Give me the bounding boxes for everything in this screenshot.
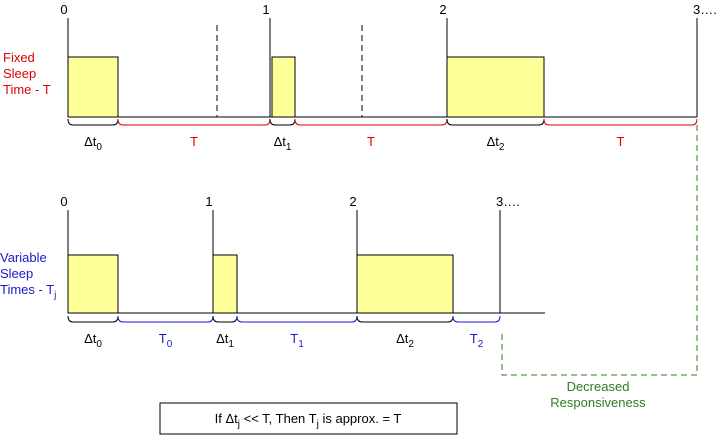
interval-bracket (67, 118, 119, 126)
label-sub: 2 (499, 142, 505, 153)
annotation: Decreased (567, 379, 630, 394)
label-text: T (159, 331, 167, 346)
label-sub: 1 (286, 142, 292, 153)
row-label: Fixed (3, 50, 35, 65)
footnote-group: If Δtj << T, Then Tj is approx. = T (159, 402, 458, 435)
interval-bracket (67, 315, 119, 323)
tick-label: 0 (60, 2, 67, 17)
tick-label: 2 (439, 2, 446, 17)
work-box (356, 254, 454, 314)
label-text: Δt (84, 134, 97, 149)
footnote: If Δtj << T, Then Tj is approx. = T (215, 411, 402, 430)
work-box (67, 254, 119, 314)
interval-bracket (452, 315, 501, 323)
footnote-part: j (237, 419, 240, 430)
responsiveness-bracket (501, 125, 698, 376)
footnote-part: j (316, 419, 319, 430)
interval-bracket (294, 118, 448, 126)
label: Δt1 (274, 134, 292, 153)
footnote-part: is approx. = T (319, 411, 402, 426)
label-sub: 0 (96, 142, 102, 153)
label-text: Δt (396, 331, 409, 346)
tick-label: 0 (60, 194, 67, 209)
row-label: Time - T (3, 82, 51, 97)
interval-bracket (356, 315, 454, 323)
label-sub: 0 (167, 339, 173, 350)
label-sub: 2 (408, 339, 414, 350)
footnote-part: << T, Then T (240, 411, 317, 426)
footnote-part: If Δt (215, 411, 239, 426)
label: T (190, 134, 198, 149)
label: Δt2 (487, 134, 505, 153)
label-text: Sleep (0, 266, 33, 281)
label-sub: 2 (478, 339, 484, 350)
label-sub: 1 (228, 339, 234, 350)
footnote-box (159, 402, 458, 435)
label: Times - Tj (0, 282, 56, 301)
tick-label: 3…. (496, 194, 520, 209)
label-text: T (290, 331, 298, 346)
tick-label: 1 (262, 2, 269, 17)
label: T (617, 134, 625, 149)
label-text: Δt (216, 331, 229, 346)
label-text: T (190, 134, 198, 149)
label: T0 (159, 331, 173, 350)
label-text: Times - T (0, 282, 54, 297)
label-text: Δt (84, 331, 97, 346)
label: Δt2 (396, 331, 414, 350)
work-box (271, 56, 296, 118)
work-box (446, 56, 545, 118)
label-text: T (367, 134, 375, 149)
interval-bracket (117, 315, 214, 323)
interval-bracket (269, 118, 296, 126)
label-text: Variable (0, 250, 47, 265)
label-sub: 1 (298, 339, 304, 350)
label-sub: 0 (96, 339, 102, 350)
work-box (67, 56, 119, 118)
label: Variable (0, 250, 47, 265)
label: T (367, 134, 375, 149)
label-text: Δt (274, 134, 287, 149)
label: Δt1 (216, 331, 234, 350)
interval-bracket (543, 118, 698, 126)
label: Δt0 (84, 331, 102, 350)
label-sub: j (53, 290, 56, 301)
label: Sleep (0, 266, 33, 281)
tick-label: 3…. (693, 2, 717, 17)
label-text: T (617, 134, 625, 149)
label-text: T (470, 331, 478, 346)
label: T2 (470, 331, 484, 350)
label: T1 (290, 331, 304, 350)
interval-bracket (117, 118, 271, 126)
label-text: Δt (487, 134, 500, 149)
interval-bracket (212, 315, 238, 323)
tick-label: 1 (205, 194, 212, 209)
label: Δt0 (84, 134, 102, 153)
annotation: Responsiveness (550, 395, 646, 410)
tick-label: 2 (349, 194, 356, 209)
interval-bracket (446, 118, 545, 126)
row-label: Sleep (3, 66, 36, 81)
work-box (212, 254, 238, 314)
interval-bracket (236, 315, 358, 323)
